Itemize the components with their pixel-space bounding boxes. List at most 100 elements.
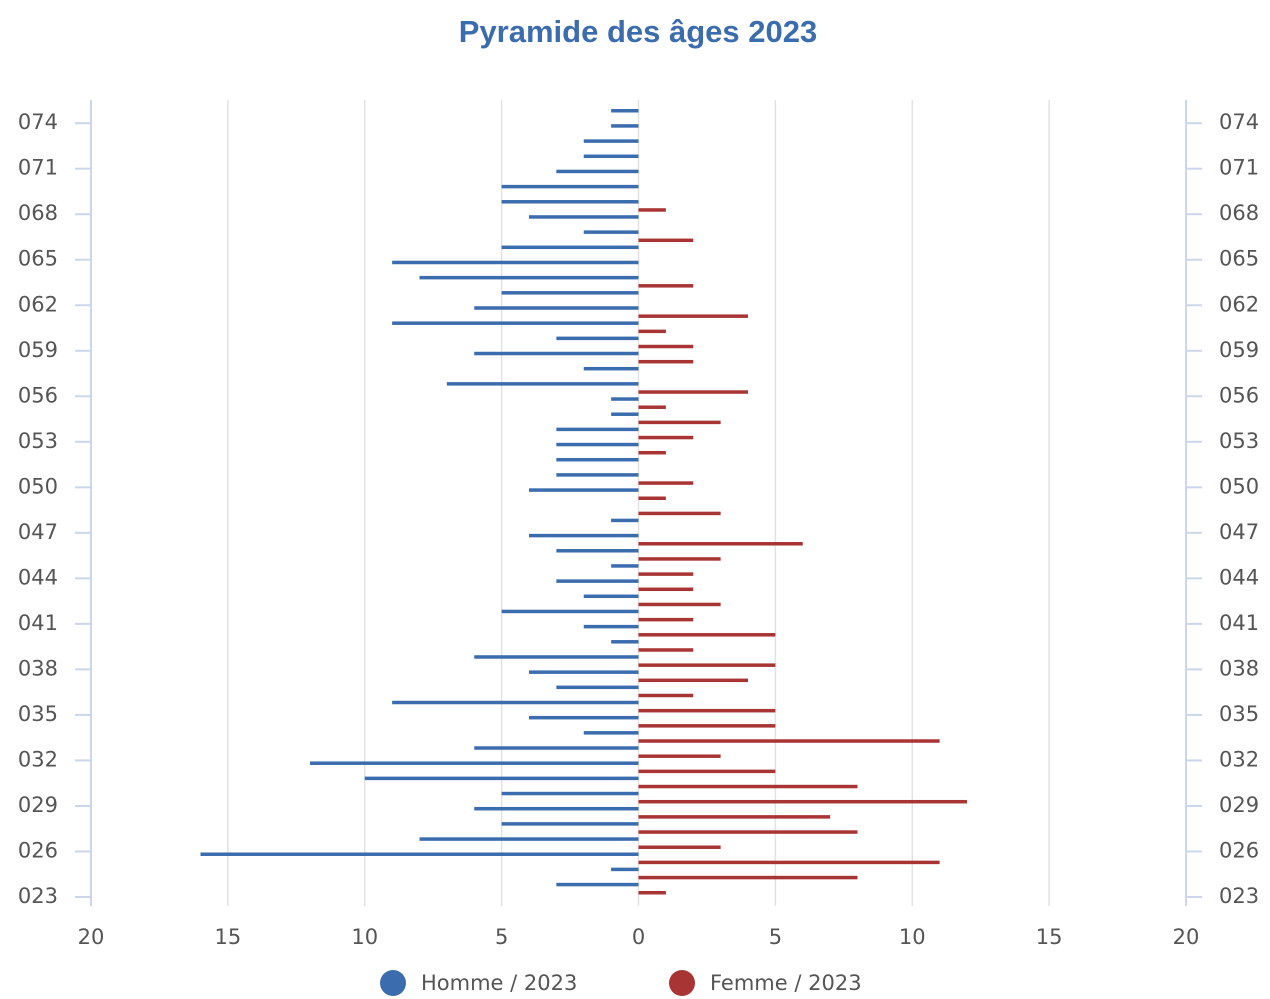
bar [556,442,639,447]
y-tick-label-right: 029 [1219,793,1259,817]
bar [638,587,694,592]
bar [638,314,748,318]
bar [638,617,694,622]
bar [638,557,721,561]
legend-label: Femme / 2023 [710,971,862,995]
x-tick-label: 15 [215,925,242,949]
bar [638,329,666,334]
bar [638,708,776,713]
y-tick-label-right: 062 [1219,292,1259,316]
bar [419,275,639,280]
x-tick-label: 20 [78,925,105,949]
bar [611,124,639,128]
bar [638,572,694,576]
bar [638,860,940,865]
bar [583,139,639,143]
bar [529,715,639,720]
bar [638,678,748,683]
bar [611,412,639,416]
y-tick-label-right: 053 [1219,429,1259,453]
y-tick-label: 068 [18,201,58,225]
bar [638,496,666,500]
chart-title: Pyramide des âges 2023 [459,14,817,49]
bar [474,351,639,356]
x-tick-label: 20 [1173,925,1200,949]
bar [501,184,639,189]
bar [474,806,639,811]
legend-label: Homme / 2023 [421,971,577,995]
y-tick-label-right: 056 [1219,383,1259,407]
bar [638,724,776,728]
x-tick-label: 15 [1036,925,1063,949]
y-tick-label-right: 071 [1219,156,1259,180]
y-tick-label: 029 [18,793,58,817]
bar [638,390,748,394]
y-tick-label: 053 [18,429,58,453]
bar [556,169,639,174]
x-tick-label: 5 [769,925,782,949]
y-tick-label-right: 032 [1219,747,1259,771]
bar [611,518,639,523]
bar [638,435,694,440]
y-tick-label-right: 050 [1219,474,1259,498]
y-tick-label: 062 [18,292,58,316]
bar [638,891,666,895]
y-tick-label: 059 [18,338,58,362]
bar [556,685,639,690]
bar [611,640,639,644]
bar [638,633,776,637]
bar [638,799,967,804]
bar [638,739,940,743]
y-tick-label: 032 [18,747,58,771]
bar [556,336,639,341]
y-tick-label: 035 [18,702,58,726]
bar [638,208,666,212]
bar [583,154,639,159]
bar [583,230,639,234]
bar [392,260,639,265]
bar [310,761,639,765]
bar [474,655,639,659]
bar [638,359,694,364]
bar [638,405,666,409]
bar [638,450,666,455]
bar [638,830,858,834]
y-tick-label: 050 [18,474,58,498]
bar [638,284,694,288]
bar [638,420,721,425]
legend-marker [669,970,695,996]
y-tick-label-right: 047 [1219,520,1259,544]
bar [638,663,776,667]
y-tick-label-right: 035 [1219,702,1259,726]
bar [638,815,831,819]
bar [529,670,639,674]
bar [501,822,639,826]
bar [638,754,721,758]
bar [583,594,639,599]
bar [556,457,639,462]
bar [446,382,639,386]
y-tick-label-right: 041 [1219,611,1259,635]
bar [611,397,639,401]
y-tick-label: 023 [18,884,58,908]
bar [638,542,803,546]
bar [501,609,639,614]
y-tick-label: 047 [18,520,58,544]
bar [638,693,694,698]
y-tick-label: 056 [18,383,58,407]
bar [392,700,639,705]
y-tick-label-right: 023 [1219,884,1259,908]
x-tick-label: 10 [351,925,378,949]
bar [501,791,639,796]
y-tick-label: 074 [18,110,58,134]
y-tick-label-right: 026 [1219,838,1259,862]
bar [638,769,776,774]
bar [529,215,639,219]
x-tick-label: 0 [632,925,645,949]
bar [556,579,639,583]
y-tick-label: 026 [18,838,58,862]
y-tick-label: 065 [18,247,58,271]
bar [583,731,639,735]
y-tick-label-right: 074 [1219,110,1259,134]
